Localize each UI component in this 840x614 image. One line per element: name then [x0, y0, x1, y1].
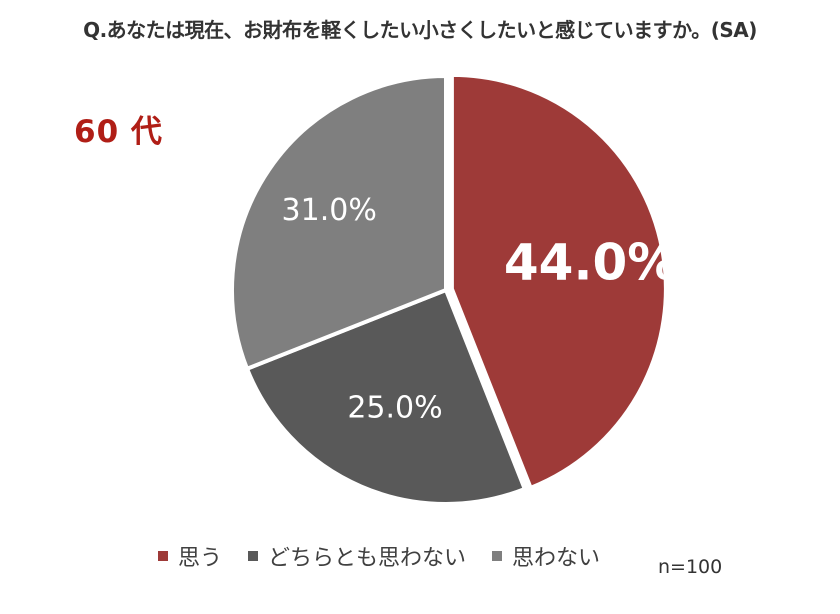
legend-swatch-disagree — [492, 551, 503, 561]
legend-item-agree: 思う — [158, 540, 222, 572]
pie-slice-agree — [449, 72, 668, 490]
data-label-agree: 44.0% — [504, 233, 677, 291]
age-group-label: 60 代 — [74, 114, 163, 150]
pie-slice-neutral — [245, 288, 527, 506]
pie-labels: 44.0% 25.0% 31.0% — [282, 193, 678, 425]
legend-swatch-agree — [158, 551, 168, 561]
legend-label-neutral: どちらとも思わない — [268, 546, 467, 571]
legend-item-disagree: 思わない — [492, 540, 600, 572]
data-label-disagree: 31.0% — [282, 193, 377, 228]
legend-item-neutral: どちらとも思わない — [248, 540, 466, 572]
legend-swatch-neutral — [248, 551, 259, 561]
legend-label-agree: 思う — [178, 546, 223, 571]
pie-slice-disagree — [230, 74, 448, 371]
legend-label-disagree: 思わない — [512, 546, 601, 571]
pie-chart: 44.0% 25.0% 31.0% — [230, 72, 678, 506]
legend: 思う どちらとも思わない 思わない — [158, 540, 626, 572]
pie-slices — [230, 72, 668, 506]
sample-size: n=100 — [658, 556, 723, 578]
question-title: Q.あなたは現在、お財布を軽くしたい小さくしたいと感じていますか。(SA) — [83, 18, 757, 42]
data-label-neutral: 25.0% — [347, 390, 442, 425]
